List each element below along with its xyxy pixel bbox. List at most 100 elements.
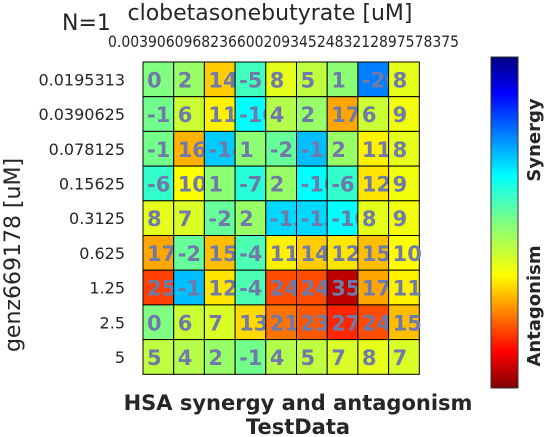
heatmap-cell (265, 339, 297, 375)
heatmap-cell (388, 96, 420, 132)
heatmap-cell-value: 25 (147, 277, 176, 301)
chart-title-line2: TestData (246, 415, 350, 437)
heatmap-cell-value: 12 (208, 277, 237, 301)
heatmap-cell-value: 2 (301, 103, 316, 127)
heatmap-cell (388, 269, 420, 306)
colorbar-label-synergy: Synergy (524, 98, 545, 181)
heatmap-cell-value: 17 (331, 103, 360, 127)
heatmap-cell (357, 235, 390, 271)
heatmap-cell-value: 7 (393, 346, 408, 370)
heatmap-cell (296, 235, 328, 271)
heatmap-cell-value: 2 (270, 172, 285, 196)
heatmap-cell-value: 2 (239, 207, 254, 231)
heatmap-cell (357, 304, 390, 341)
heatmap-cell-value: 10 (393, 242, 422, 266)
heatmap-cell (296, 304, 328, 341)
heatmap-cell (173, 200, 205, 237)
heatmap-cell (357, 61, 390, 98)
heatmap-cell-value: 23 (301, 311, 330, 335)
heatmap-cell (296, 200, 328, 237)
heatmap-cell-value: 5 (301, 68, 316, 92)
heatmap-cell-value: 14 (301, 242, 330, 266)
heatmap-cell (234, 130, 267, 167)
heatmap-cell-value: 17 (362, 277, 391, 301)
heatmap-cell (265, 165, 297, 202)
heatmap-cell (388, 235, 420, 271)
heatmap-cell (203, 269, 236, 306)
heatmap-cell (203, 96, 236, 132)
heatmap-cell-value: 10 (178, 172, 207, 196)
heatmap-cell (357, 165, 390, 202)
heatmap-cell-value: -4 (239, 277, 262, 301)
heatmap-cell-value: 12 (331, 242, 360, 266)
heatmap-cell-value: 4 (178, 346, 193, 370)
heatmap-cell-value: 21 (270, 311, 299, 335)
heatmap-cell (296, 61, 328, 98)
heatmap-cell-value: 15 (362, 242, 391, 266)
heatmap-cell-value: 11 (393, 277, 422, 301)
heatmap-cell-value: 12 (362, 172, 391, 196)
heatmap-cell (142, 269, 175, 306)
heatmap-cell-value: -1 (147, 138, 170, 162)
heatmap-cell (388, 200, 420, 237)
heatmap-cell-value: -2 (178, 242, 201, 266)
y-tick-label: 1.25 (89, 279, 125, 298)
colorbar-label-antagonism: Antagonism (524, 245, 545, 366)
heatmap-cell (326, 235, 359, 271)
heatmap-cell-value: 8 (270, 68, 285, 92)
heatmap-cell (326, 269, 359, 306)
heatmap-cell-value: 5 (147, 346, 162, 370)
heatmap-cell-value: -1 (239, 346, 262, 370)
heatmap-cell-value: 8 (362, 207, 377, 231)
heatmap-cell-value: 15 (393, 311, 422, 335)
heatmap-cell-value: -2 (208, 207, 231, 231)
heatmap-cell (388, 61, 420, 98)
heatmap-cell-value: 0 (147, 68, 162, 92)
heatmap-cell-value: 27 (331, 311, 360, 335)
heatmap-cell (142, 200, 175, 237)
heatmap-cell (296, 269, 328, 306)
heatmap-cell-value: 6 (178, 103, 193, 127)
heatmap-cell (357, 96, 390, 132)
heatmap-cell-value: 0 (147, 311, 162, 335)
heatmap-cell-value: 11 (362, 138, 391, 162)
heatmap-cell (142, 61, 175, 98)
heatmap-cell (142, 96, 175, 132)
heatmap-cell (234, 96, 267, 132)
heatmap-cell-value: 6 (178, 311, 193, 335)
y-tick-label: 0.078125 (49, 140, 125, 159)
heatmap-cell-value: 2 (178, 68, 193, 92)
x-tick-labels: 0.00390609682366002093452483212897578375 (108, 32, 459, 51)
heatmap-cell-value: 11 (270, 242, 299, 266)
heatmap-cell-value: 8 (362, 346, 377, 370)
heatmap-cell (357, 269, 390, 306)
heatmap-grid: 0 2 14 -5 8 5 1 -208-1 6 11 -104 2 17 6 9-1 16 -141 -2 -15… (142, 61, 422, 375)
heatmap-cell-value: 11 (208, 103, 237, 127)
heatmap-cell-value: 13 (239, 311, 268, 335)
heatmap-cell-value: 16 (178, 138, 207, 162)
heatmap-cell-value: 4 (270, 346, 285, 370)
heatmap-cell-value: -2 (270, 138, 293, 162)
heatmap-cell-value: 7 (208, 311, 223, 335)
heatmap-cell-value: 1 (239, 138, 254, 162)
heatmap-cell-value: 9 (393, 103, 408, 127)
heatmap-cell-value: 8 (393, 138, 408, 162)
heatmap-cell-value: 8 (393, 68, 408, 92)
heatmap-cell-value: 8 (147, 207, 162, 231)
heatmap-cell (357, 130, 390, 167)
heatmap-cell (173, 61, 205, 98)
heatmap-cell-value: 9 (393, 172, 408, 196)
heatmap-cell-value: -7 (239, 172, 262, 196)
heatmap-cell (296, 165, 328, 202)
heatmap-cell-value: 35 (331, 277, 360, 301)
heatmap-cell-value: 17 (147, 242, 176, 266)
heatmap-cell (234, 304, 267, 341)
y-tick-label: 5 (115, 348, 125, 367)
heatmap-cell-value: -5 (239, 68, 262, 92)
y-tick-label: 0.0195313 (38, 70, 125, 89)
heatmap-cell (388, 130, 420, 167)
heatmap-cell-value: 2 (208, 346, 223, 370)
heatmap-cell-value: 14 (208, 68, 237, 92)
heatmap-cell-value: 1 (208, 172, 223, 196)
heatmap-cell (326, 200, 359, 237)
